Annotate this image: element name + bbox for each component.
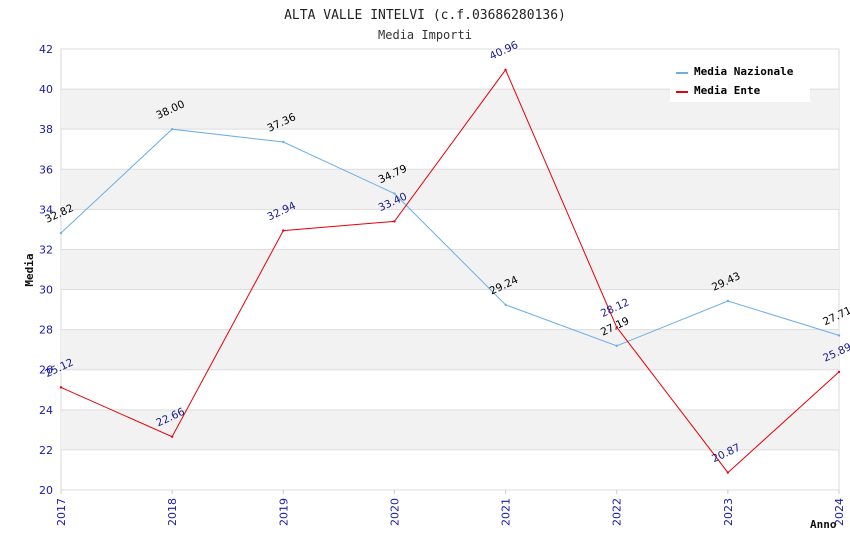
grid-bands	[60, 48, 840, 491]
data-point-media-ente	[170, 435, 174, 438]
x-tick-label: 2018	[166, 498, 179, 526]
chart-subtitle: Media Importi	[378, 28, 472, 42]
data-point-media-nazionale	[837, 334, 841, 337]
data-point-media-ente	[59, 386, 63, 389]
data-point-media-ente	[615, 326, 618, 329]
x-tick-label: 2022	[611, 498, 624, 526]
y-axis-ticks: 20 22 24 26 28 30 32 34 36 38 40 42	[39, 43, 53, 497]
grid-band	[61, 329, 839, 370]
legend-box	[670, 60, 810, 102]
grid-band	[61, 249, 839, 290]
y-tick-label: 30	[39, 284, 53, 297]
series-line-media-ente	[60, 68, 840, 474]
chart-title: ALTA VALLE INTELVI (c.f.03686280136)	[284, 8, 566, 23]
y-tick-label: 22	[39, 444, 53, 457]
y-tick-label: 32	[39, 243, 53, 256]
data-point-media-ente	[837, 370, 841, 374]
legend-label-media-nazionale: Media Nazionale	[694, 65, 794, 78]
y-tick-label: 24	[39, 404, 53, 417]
x-tick-label: 2023	[722, 498, 735, 526]
y-tick-label: 42	[39, 43, 53, 56]
y-tick-label: 38	[39, 123, 53, 136]
data-point-media-nazionale	[170, 127, 174, 131]
data-point-media-nazionale	[726, 299, 730, 303]
x-tick-label: 2020	[388, 498, 401, 526]
legend-label-media-ente: Media Ente	[694, 84, 761, 97]
grid-lines	[61, 48, 839, 491]
data-point-media-nazionale	[393, 192, 396, 195]
data-point-media-ente	[393, 220, 396, 223]
x-axis-ticks: 2017 2018 2019 2020 2021 2022 2023 2024	[55, 490, 846, 526]
series-line-media-nazionale	[60, 128, 840, 347]
y-axis-title: Media	[23, 253, 36, 286]
x-axis-title: Anno	[810, 518, 837, 531]
y-tick-label: 36	[39, 163, 53, 176]
data-point-media-nazionale	[282, 140, 285, 144]
x-tick-label: 2019	[277, 498, 290, 526]
data-point-media-ente	[504, 68, 507, 72]
grid-band	[61, 169, 839, 210]
data-point-media-nazionale	[59, 231, 63, 235]
series-group	[59, 68, 841, 474]
x-tick-label: 2017	[55, 498, 68, 526]
y-tick-label: 26	[39, 364, 53, 377]
data-point-media-nazionale	[615, 344, 618, 348]
x-tick-label: 2024	[833, 498, 846, 526]
y-tick-label: 40	[39, 83, 53, 96]
data-point-media-ente	[726, 471, 730, 474]
y-tick-label: 20	[39, 484, 53, 497]
x-tick-label: 2021	[500, 498, 513, 526]
y-tick-label: 28	[39, 324, 53, 337]
legend: Media Nazionale Media Ente	[670, 60, 810, 102]
y-tick-label: 34	[39, 203, 53, 216]
grid-band	[61, 409, 839, 450]
data-point-media-nazionale	[504, 303, 507, 306]
data-point-media-ente	[282, 229, 285, 232]
